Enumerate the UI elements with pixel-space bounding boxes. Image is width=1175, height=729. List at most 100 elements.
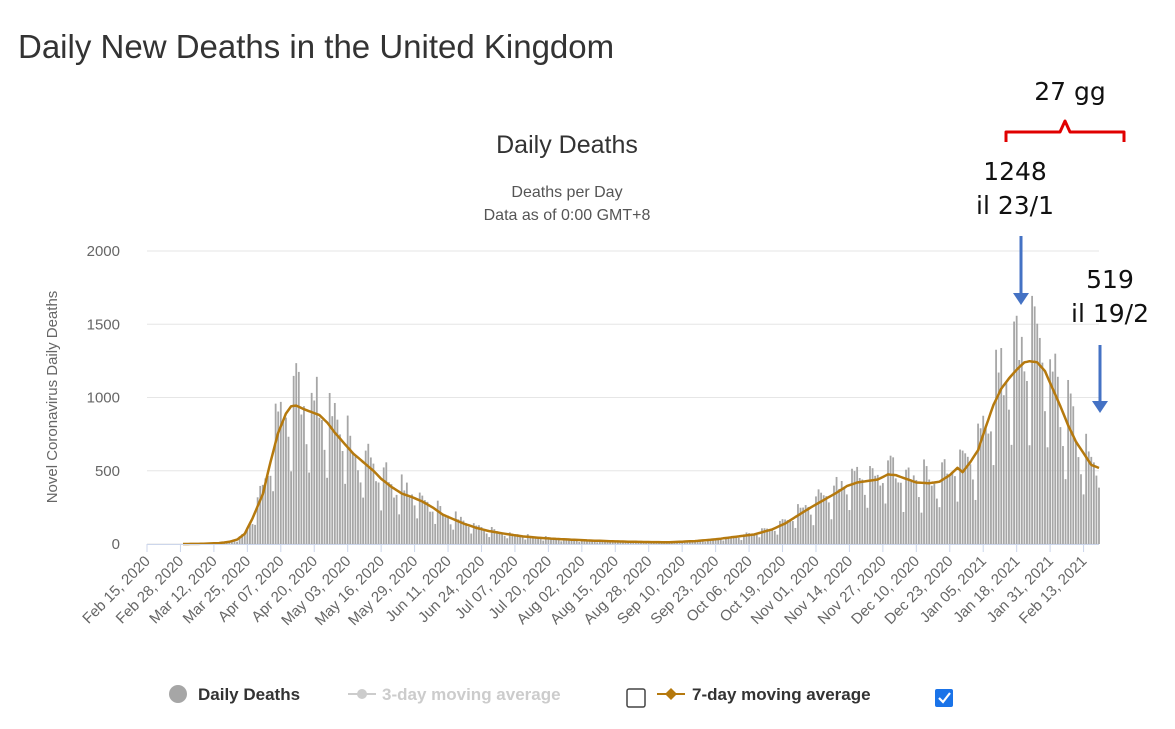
daily-death-bar xyxy=(552,538,555,544)
daily-death-bar xyxy=(447,515,449,544)
daily-death-bar xyxy=(390,484,393,544)
y-tick-label: 2000 xyxy=(87,243,120,260)
daily-death-bar xyxy=(632,542,635,544)
y-tick-label: 1500 xyxy=(87,316,120,333)
daily-death-bar xyxy=(460,516,462,544)
daily-death-bar xyxy=(853,471,856,544)
daily-death-bar xyxy=(1080,474,1082,544)
daily-death-bar xyxy=(709,539,712,544)
daily-death-bar xyxy=(822,495,825,544)
daily-death-bar xyxy=(405,482,408,544)
daily-death-bar xyxy=(701,541,704,544)
daily-death-bar xyxy=(532,535,534,544)
daily-death-bar xyxy=(413,505,416,544)
daily-death-bar xyxy=(588,540,591,544)
legend-ma7-diamond[interactable] xyxy=(665,688,677,700)
daily-death-bar xyxy=(763,528,766,544)
daily-death-bar xyxy=(827,502,830,544)
daily-death-bar xyxy=(761,528,763,544)
daily-death-bar xyxy=(1069,393,1072,544)
daily-death-bar xyxy=(1098,487,1100,544)
daily-death-bar xyxy=(403,490,406,544)
daily-death-bar xyxy=(364,450,367,544)
daily-death-bar xyxy=(768,529,771,544)
daily-death-bar xyxy=(426,501,429,544)
daily-death-bar xyxy=(359,482,362,544)
chart-subtitle-line-1: Deaths per Day xyxy=(511,184,622,201)
daily-death-bar xyxy=(899,482,902,544)
annotation-peak: 1248 il 23/1 xyxy=(965,155,1065,223)
legend-daily-deaths-dot[interactable] xyxy=(169,685,187,703)
daily-death-bar xyxy=(745,532,748,544)
daily-death-bar xyxy=(375,481,377,544)
daily-death-bar xyxy=(529,536,532,544)
daily-death-bar xyxy=(555,539,557,544)
daily-death-bar xyxy=(550,538,552,544)
daily-death-bar xyxy=(537,538,539,544)
daily-death-bar xyxy=(789,520,792,544)
y-axis-label: Novel Coronavirus Daily Deaths xyxy=(44,291,61,504)
legend-ma3-dot[interactable] xyxy=(357,689,367,699)
daily-death-bar xyxy=(1033,306,1036,544)
daily-death-bar xyxy=(845,494,848,544)
daily-death-bar xyxy=(496,531,498,544)
daily-death-bar xyxy=(472,523,475,544)
daily-death-bar xyxy=(966,456,969,544)
daily-death-bar xyxy=(802,507,805,544)
daily-death-bar xyxy=(1085,433,1088,544)
daily-death-bar xyxy=(380,510,383,544)
daily-death-bar xyxy=(964,453,967,544)
daily-death-bar xyxy=(969,464,972,544)
daily-death-bar xyxy=(231,541,233,544)
daily-death-bar xyxy=(1041,362,1044,544)
daily-death-bar xyxy=(730,536,732,544)
daily-death-bar xyxy=(848,510,851,544)
chart-subtitle-line-2: Data as of 0:00 GMT+8 xyxy=(484,207,651,224)
daily-death-bar xyxy=(781,519,784,544)
daily-death-bar xyxy=(1008,409,1010,544)
daily-death-bar xyxy=(699,541,702,544)
daily-death-bar xyxy=(825,496,828,544)
legend-daily-deaths-label[interactable]: Daily Deaths xyxy=(198,685,300,704)
daily-death-bar xyxy=(804,505,807,544)
daily-death-bar xyxy=(961,450,964,544)
daily-death-bar xyxy=(580,539,583,544)
daily-death-bar xyxy=(249,523,251,544)
daily-death-bar xyxy=(938,507,941,544)
daily-death-bar xyxy=(387,482,390,544)
daily-death-bar xyxy=(596,542,599,544)
daily-death-bar xyxy=(560,541,563,544)
daily-death-bar xyxy=(1092,462,1095,544)
daily-death-bar xyxy=(979,428,982,544)
daily-death-bar xyxy=(408,497,411,544)
daily-death-bar xyxy=(1044,411,1046,544)
legend-ma3-label[interactable]: 3-day moving average xyxy=(382,685,561,704)
daily-death-bar xyxy=(876,474,879,544)
daily-death-bar xyxy=(395,494,398,544)
daily-death-bar xyxy=(894,478,897,544)
legend-ma7-label[interactable]: 7-day moving average xyxy=(692,685,871,704)
daily-death-bar xyxy=(856,466,859,544)
daily-death-bar xyxy=(493,529,496,544)
daily-death-bar xyxy=(485,533,488,544)
daily-death-bar xyxy=(1056,376,1059,544)
daily-death-bar xyxy=(429,511,431,544)
daily-death-bar xyxy=(1087,451,1090,544)
daily-death-bar xyxy=(987,433,990,544)
daily-death-bar xyxy=(809,514,812,544)
daily-death-bar xyxy=(575,540,578,544)
ma3-checkbox[interactable] xyxy=(626,688,646,708)
daily-death-bar xyxy=(418,492,421,544)
daily-death-bar xyxy=(997,372,1000,544)
daily-death-bar xyxy=(308,472,310,544)
daily-death-bar xyxy=(1046,447,1049,544)
daily-death-bar xyxy=(1090,456,1093,544)
legend[interactable]: Daily Deaths 3-day moving average 7-day mo… xyxy=(169,685,953,708)
daily-death-bar xyxy=(797,504,799,544)
daily-death-bar xyxy=(683,542,686,544)
daily-death-bar xyxy=(411,494,413,544)
daily-death-bar xyxy=(238,536,241,544)
ma7-checkbox[interactable] xyxy=(935,689,953,707)
daily-death-bar xyxy=(511,533,514,544)
daily-death-bar xyxy=(336,419,339,544)
